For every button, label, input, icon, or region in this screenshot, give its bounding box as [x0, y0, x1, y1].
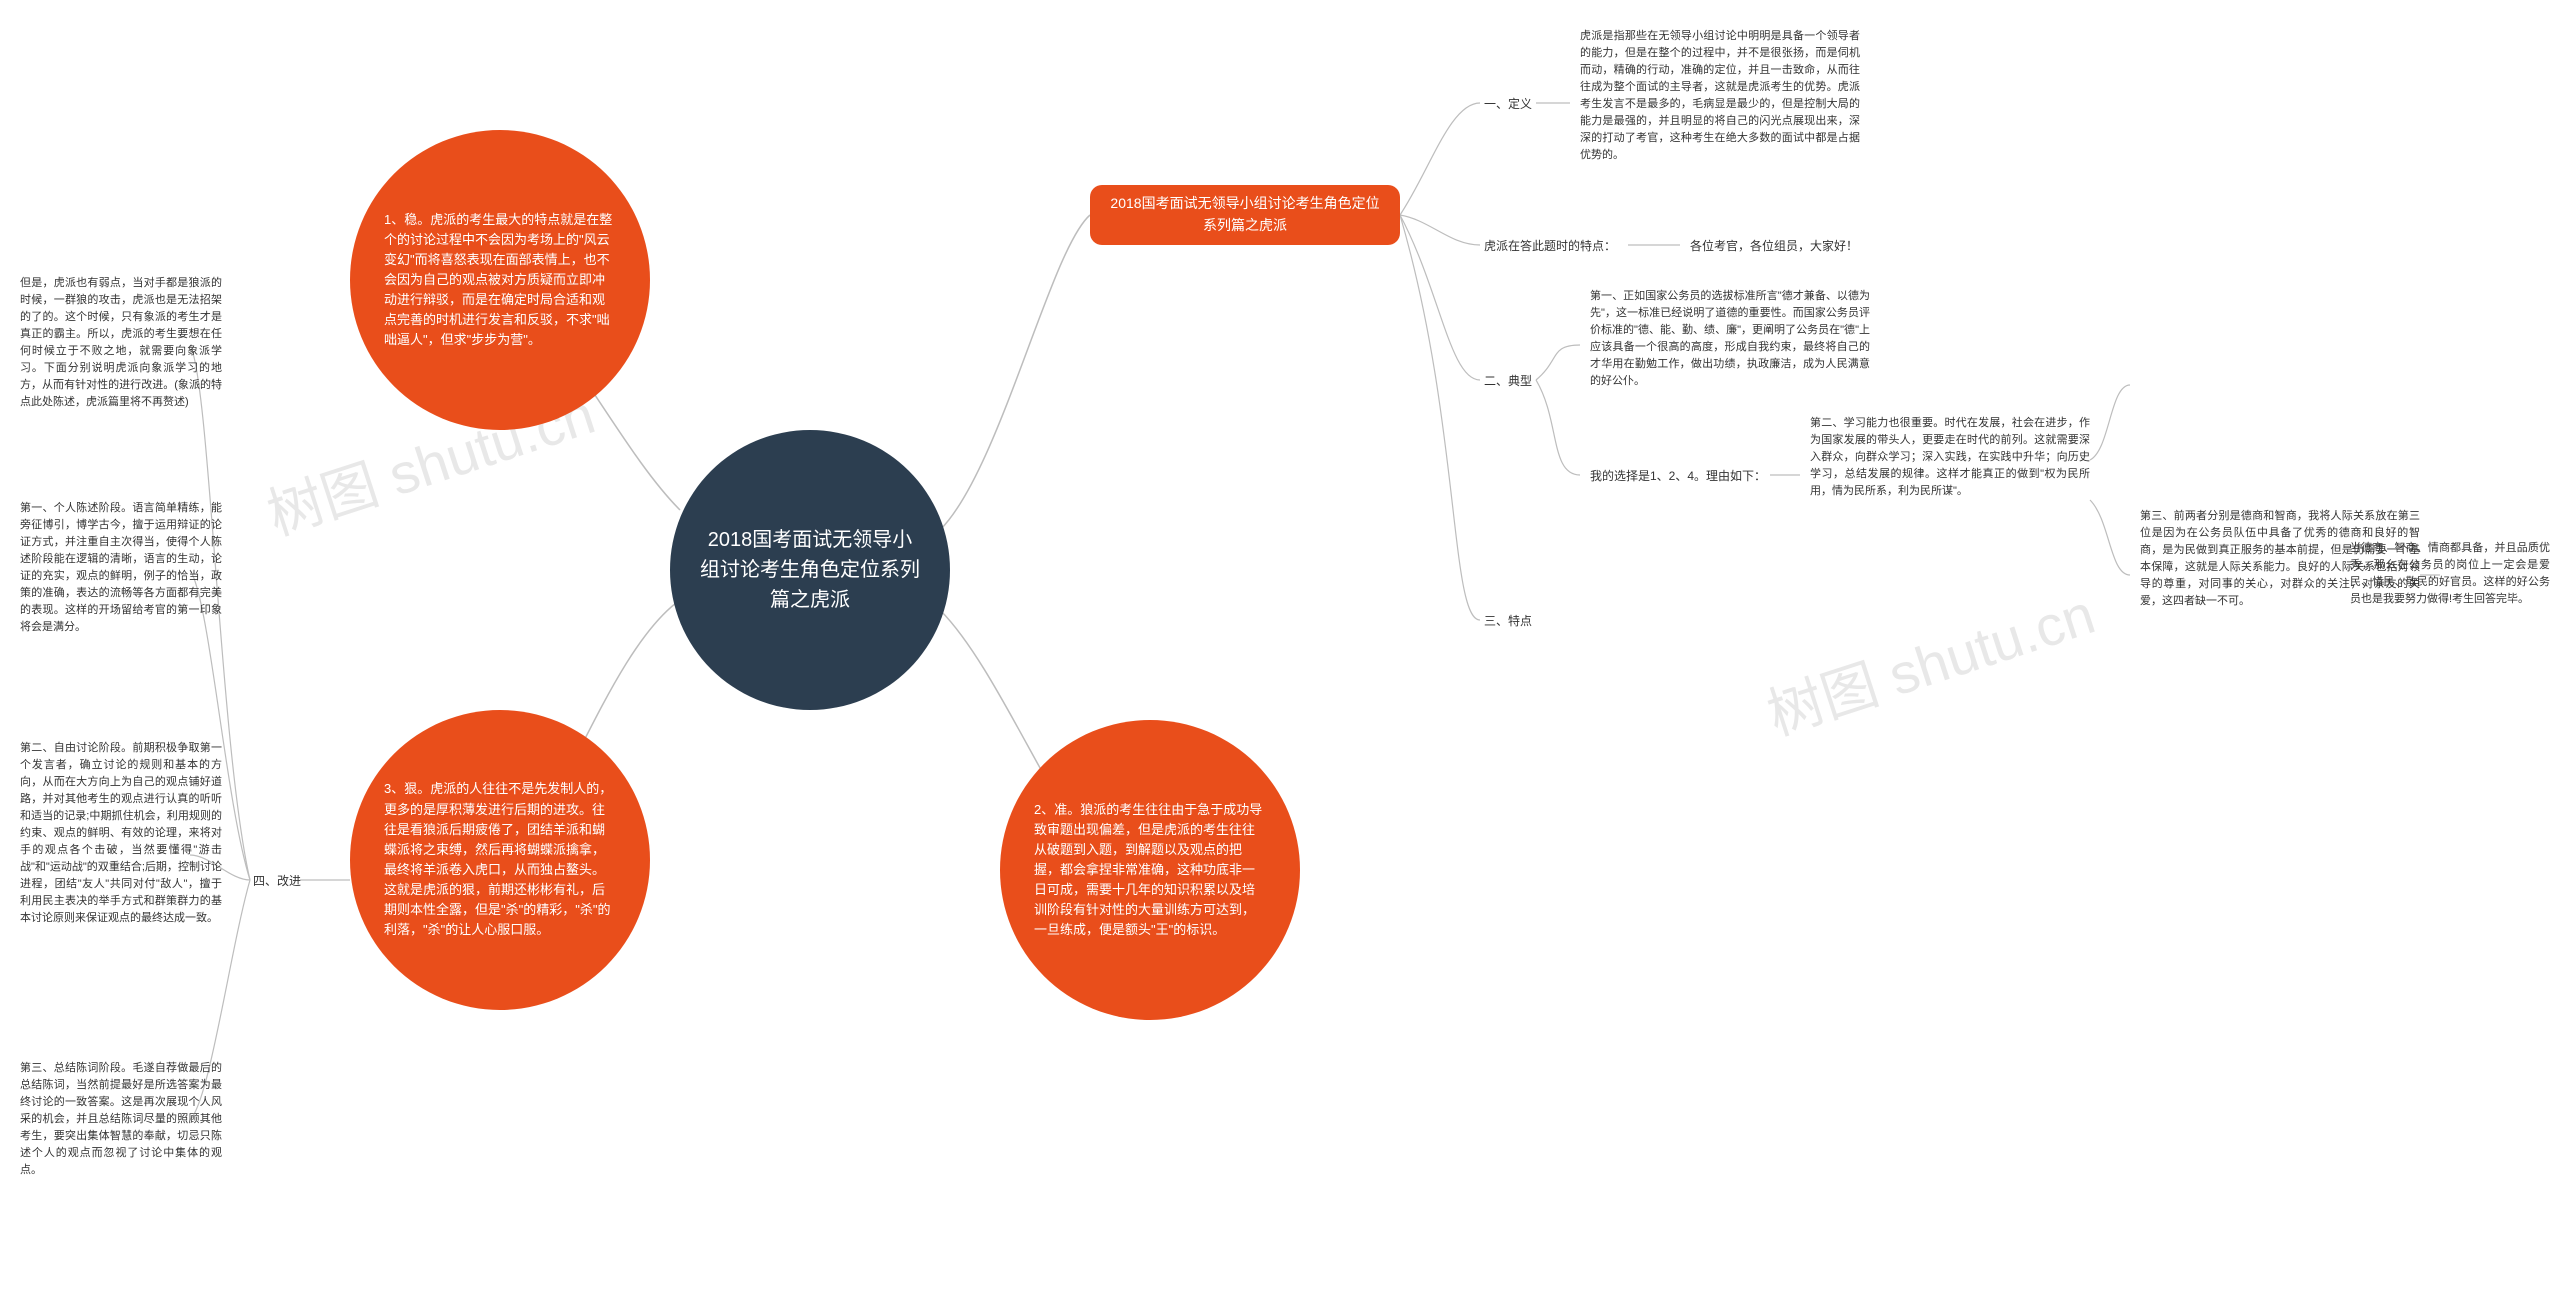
label-improve: 四、改进 — [253, 872, 301, 889]
left-text-intro: 但是，虎派也有弱点，当对手都是狼派的时候，一群狼的攻击，虎派也是无法招架的了的。… — [20, 275, 222, 411]
orange-header-text: 2018国考面试无领导小组讨论考生角色定位系列篇之虎派 — [1108, 193, 1382, 236]
orange-1-text: 1、稳。虎派的考生最大的特点就是在整个的讨论过程中不会因为考场上的"风云变幻"而… — [384, 210, 616, 351]
orange-header: 2018国考面试无领导小组讨论考生角色定位系列篇之虎派 — [1090, 185, 1400, 245]
watermark-right: 树图 shutu.cn — [1756, 570, 2104, 752]
label-choice: 我的选择是1、2、4。理由如下： — [1590, 467, 1766, 484]
orange-2-text: 2、准。狼派的考生往往由于急于成功导致审题出现偏差，但是虎派的考生往往从破题到入… — [1034, 800, 1266, 941]
right-text-definition: 虎派是指那些在无领导小组讨论中明明是具备一个领导者的能力，但是在整个的过程中，并… — [1580, 28, 1860, 164]
orange-3-text: 3、狠。虎派的人往往不是先发制人的，更多的是厚积薄发进行后期的进攻。往往是看狼派… — [384, 779, 616, 940]
label-typical: 二、典型 — [1484, 372, 1532, 389]
label-greeting: 各位考官，各位组员，大家好！ — [1690, 237, 1858, 254]
left-text-second: 第二、自由讨论阶段。前期积极争取第一个发言者，确立讨论的规则和基本的方向，从而在… — [20, 740, 222, 928]
orange-node-2: 2、准。狼派的考生往往由于急于成功导致审题出现偏差，但是虎派的考生往往从破题到入… — [1000, 720, 1300, 1020]
right-text-first: 第一、正如国家公务员的选拔标准所言"德才兼备、以德为先"，这一标准已经说明了道德… — [1590, 288, 1870, 390]
left-text-third: 第三、总结陈词阶段。毛遂自荐做最后的总结陈词，当然前提最好是所选答案为最终讨论的… — [20, 1060, 222, 1179]
orange-node-1: 1、稳。虎派的考生最大的特点就是在整个的讨论过程中不会因为考场上的"风云变幻"而… — [350, 130, 650, 430]
right-text-second: 第二、学习能力也很重要。时代在发展，社会在进步，作为国家发展的带头人，更要走在时… — [1810, 415, 2090, 500]
center-node: 2018国考面试无领导小组讨论考生角色定位系列篇之虎派 — [670, 430, 950, 710]
center-text: 2018国考面试无领导小组讨论考生角色定位系列篇之虎派 — [700, 525, 920, 615]
label-feature: 三、特点 — [1484, 612, 1532, 629]
label-trait: 虎派在答此题时的特点： — [1484, 237, 1616, 254]
label-definition: 一、定义 — [1484, 95, 1532, 112]
right-text-summary: 当德商、智商、情商都具备，并且品质优秀，那么在公务员的岗位上一定会是爱民、惜民、… — [2350, 540, 2550, 608]
orange-node-3: 3、狠。虎派的人往往不是先发制人的，更多的是厚积薄发进行后期的进攻。往往是看狼派… — [350, 710, 650, 1010]
left-text-first: 第一、个人陈述阶段。语言简单精练，能旁征博引，博学古今，擅于运用辩证的论证方式，… — [20, 500, 222, 636]
